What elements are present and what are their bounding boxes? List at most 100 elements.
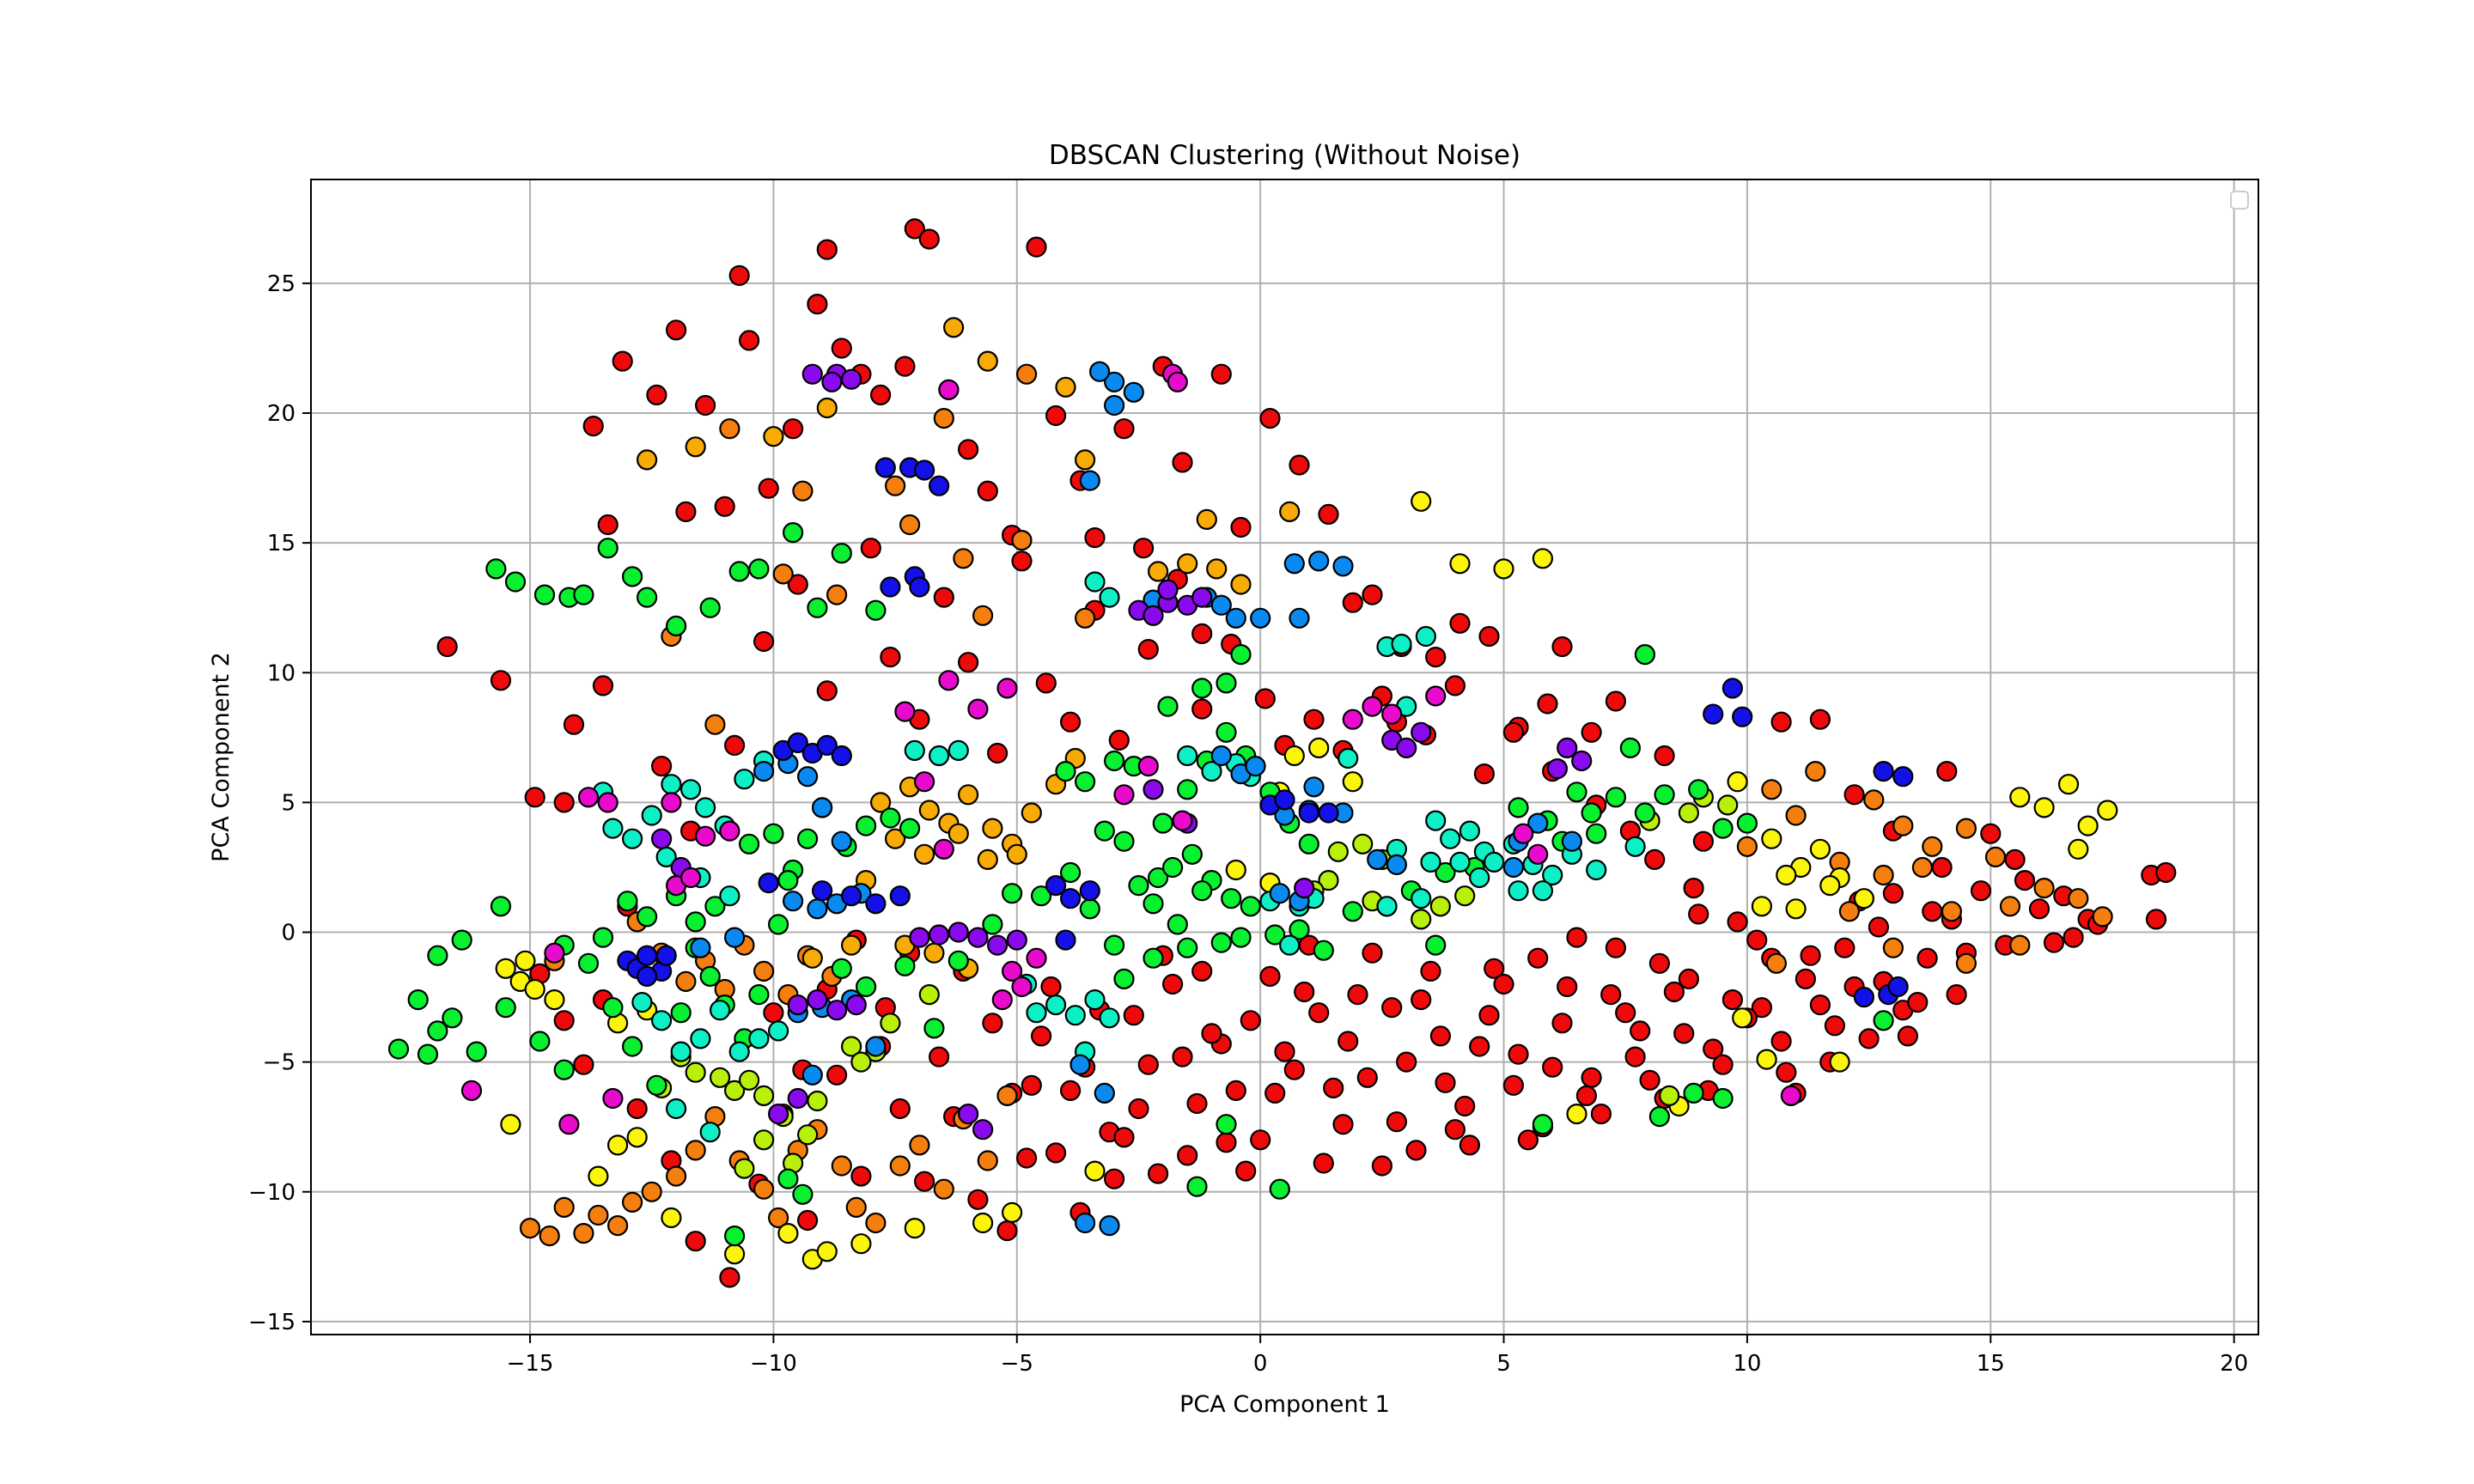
scatter-point [1508, 1043, 1529, 1065]
scatter-point [1517, 1129, 1539, 1151]
scatter-point [1644, 848, 1666, 871]
scatter-point [1692, 830, 1715, 852]
scatter-point [1678, 968, 1700, 990]
scatter-point [495, 997, 516, 1019]
scatter-point [417, 1043, 439, 1065]
scatter-point [2043, 932, 2065, 953]
scatter-point [1566, 1103, 1587, 1125]
scatter-point [1308, 550, 1330, 572]
y-tick-label: 0 [281, 921, 296, 946]
scatter-point [1425, 934, 1447, 956]
scatter-point [1113, 1127, 1135, 1148]
scatter-point [1225, 859, 1246, 881]
scatter-point [948, 950, 969, 971]
scatter-point [709, 1000, 731, 1021]
scatter-point [2097, 800, 2118, 821]
scatter-point [1147, 867, 1169, 889]
scatter-point [1103, 750, 1125, 772]
scatter-point [1294, 981, 1315, 1003]
scatter-point [869, 384, 892, 405]
scatter-point [957, 652, 979, 673]
scatter-point [801, 1064, 823, 1086]
scatter-point [816, 239, 838, 260]
scatter-point [796, 1209, 819, 1232]
scatter-point [1161, 973, 1184, 995]
scatter-point [723, 1244, 746, 1265]
scatter-point [1103, 394, 1125, 417]
scatter-point [631, 991, 653, 1013]
scatter-point [933, 838, 954, 860]
scatter-point [948, 739, 969, 762]
scatter-point [1113, 968, 1135, 990]
scatter-point [650, 1010, 673, 1031]
scatter-point [1459, 820, 1481, 842]
scatter-point [1074, 607, 1096, 629]
scatter-point [1721, 988, 1744, 1011]
scatter-point [1269, 1178, 1290, 1200]
scatter-point [1776, 1061, 1797, 1083]
scatter-point [1318, 869, 1339, 891]
scatter-point [1206, 558, 1228, 580]
scatter-point [606, 1134, 629, 1156]
scatter-point [602, 1087, 624, 1110]
scatter-point [1157, 579, 1179, 600]
scatter-point [1079, 880, 1100, 902]
scatter-point [563, 714, 585, 735]
scatter-point [1411, 888, 1432, 909]
scatter-point [2057, 774, 2080, 795]
scatter-point [1030, 885, 1052, 907]
scatter-point [1542, 1056, 1563, 1078]
scatter-point [772, 563, 794, 585]
scatter-point [1216, 672, 1237, 694]
scatter-point [661, 1207, 682, 1229]
scatter-point [1123, 1005, 1144, 1026]
scatter-point [1035, 672, 1057, 694]
y-tick-label: 25 [267, 271, 296, 297]
scatter-point [850, 1165, 872, 1187]
scatter-point [767, 1020, 789, 1042]
scatter-point [1045, 874, 1067, 897]
scatter-point [753, 760, 775, 782]
scatter-point [972, 1212, 994, 1234]
scatter-point [1313, 940, 1334, 961]
scatter-point [685, 1231, 706, 1252]
scatter-point [1011, 976, 1033, 998]
scatter-point [1332, 1114, 1354, 1135]
scatter-point [1108, 729, 1130, 751]
scatter-point [1289, 607, 1310, 629]
scatter-point [1026, 236, 1047, 258]
scatter-point [1785, 805, 1807, 826]
scatter-point [1800, 945, 1821, 966]
scatter-point [1264, 1082, 1286, 1104]
scatter-point [1420, 851, 1441, 873]
scatter-point [1873, 1010, 1894, 1031]
scatter-point [524, 787, 545, 808]
scatter-point [1015, 363, 1038, 385]
scatter-point [1420, 960, 1441, 982]
scatter-point [719, 820, 740, 842]
scatter-point [948, 823, 969, 844]
scatter-point [685, 1061, 706, 1083]
scatter-point [1045, 404, 1067, 427]
scatter-point [1843, 784, 1865, 806]
scatter-point [1761, 779, 1782, 800]
scatter-point [641, 1181, 662, 1202]
scatter-point [1143, 779, 1164, 800]
scatter-point [544, 942, 565, 964]
scatter-point [1143, 893, 1164, 915]
scatter-point [1210, 363, 1232, 385]
scatter-point [977, 848, 998, 871]
scatter-point [928, 475, 950, 496]
scatter-point [1006, 843, 1027, 865]
scatter-point [1931, 856, 1953, 879]
scatter-point [748, 1028, 770, 1049]
scatter-point [826, 1064, 848, 1086]
scatter-point [763, 426, 784, 447]
scatter-point [884, 828, 906, 849]
scatter-point [1922, 901, 1943, 922]
scatter-point [442, 1007, 463, 1029]
scatter-point [436, 636, 458, 658]
scatter-point [1502, 721, 1525, 743]
scatter-point [1892, 766, 1914, 788]
scatter-point [996, 1085, 1018, 1107]
